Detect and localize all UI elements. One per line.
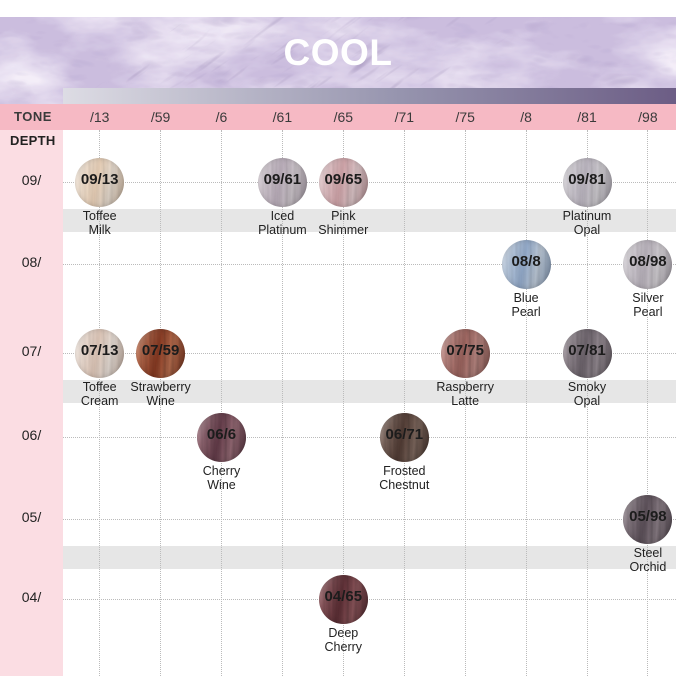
svg-text:COOL: COOL (284, 32, 393, 73)
